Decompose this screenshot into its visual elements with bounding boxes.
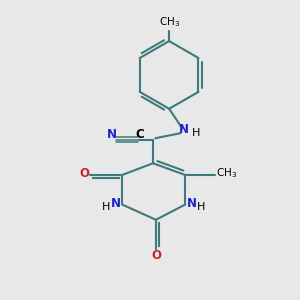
Text: N: N — [187, 197, 197, 210]
Text: CH$_3$: CH$_3$ — [216, 167, 238, 181]
Text: H: H — [102, 202, 111, 212]
Text: C: C — [135, 128, 144, 141]
Text: N: N — [111, 197, 121, 210]
Text: N: N — [107, 128, 117, 141]
Text: CH$_3$: CH$_3$ — [158, 16, 180, 29]
Text: O: O — [151, 249, 161, 262]
Text: N: N — [179, 123, 189, 136]
Text: O: O — [79, 167, 89, 180]
Text: H: H — [197, 202, 206, 212]
Text: H: H — [191, 128, 200, 138]
